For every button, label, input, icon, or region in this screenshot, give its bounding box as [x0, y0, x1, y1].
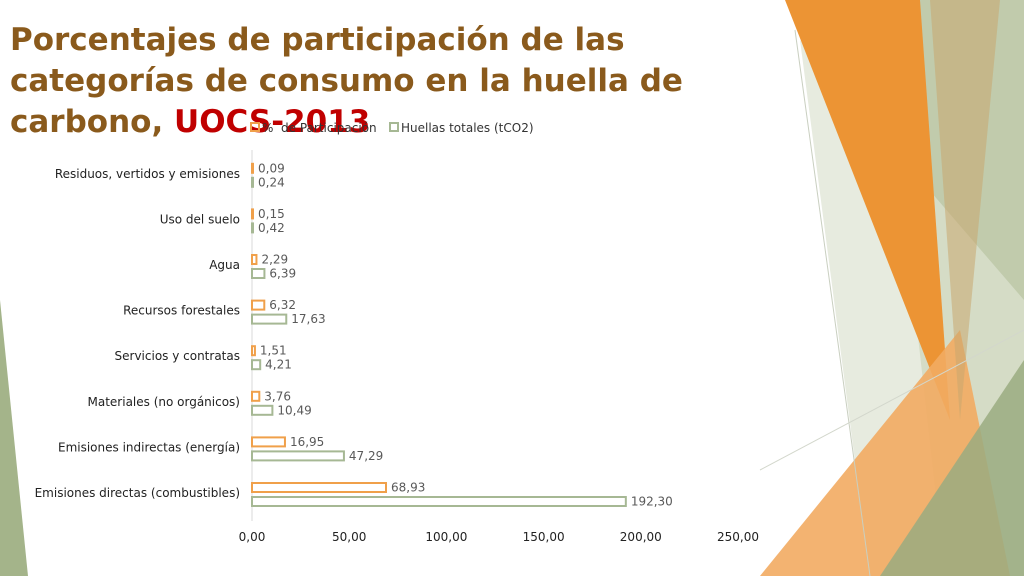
- data-label-huellas: 192,30: [631, 495, 673, 509]
- bar-huellas: [251, 222, 254, 234]
- bar-participacion: [251, 208, 254, 220]
- legend-swatch-1: [250, 122, 260, 132]
- data-label-participacion: 0,09: [258, 161, 285, 175]
- bar-participacion: [251, 482, 387, 493]
- data-label-participacion: 0,15: [258, 207, 285, 221]
- data-label-huellas: 6,39: [269, 267, 296, 281]
- bar-participacion: [251, 436, 286, 448]
- x-tick-label: 0,00: [239, 530, 266, 544]
- category-label: Agua: [209, 258, 240, 272]
- title-highlight: UOCS-2013: [174, 104, 371, 140]
- bar-participacion: [251, 345, 256, 357]
- legend-label-2: Huellas totales (tCO2): [401, 121, 534, 135]
- category-label: Servicios y contratas: [115, 349, 240, 363]
- data-label-huellas: 47,29: [349, 449, 383, 463]
- category-label: Emisiones indirectas (energía): [58, 440, 240, 454]
- deco-thin-line-2: [759, 329, 1024, 471]
- bar-participacion: [251, 162, 254, 174]
- bar-participacion: [251, 390, 261, 402]
- bar-huellas: [251, 268, 266, 279]
- data-label-huellas: 4,21: [265, 358, 292, 372]
- page-title: Porcentajes de participación de las cate…: [10, 20, 810, 143]
- category-label: Emisiones directas (combustibles): [35, 486, 240, 500]
- data-label-participacion: 16,95: [290, 435, 324, 449]
- bar-participacion: [251, 254, 258, 265]
- bar-huellas: [251, 496, 627, 507]
- deco-thin-line-1: [794, 29, 871, 576]
- category-label: Recursos forestales: [123, 304, 240, 318]
- legend-label-1: % de Participación: [262, 121, 377, 135]
- deco-green-left-strip: [0, 300, 28, 576]
- bar-huellas: [251, 359, 262, 371]
- bar-participacion: [251, 299, 266, 311]
- bar-huellas: [251, 313, 288, 325]
- x-tick-label: 100,00: [425, 530, 467, 544]
- bar-huellas: [251, 404, 274, 416]
- bar-huellas: [251, 176, 254, 188]
- x-tick-label: 200,00: [620, 530, 662, 544]
- legend-swatch-2: [389, 122, 399, 132]
- data-label-huellas: 0,42: [258, 221, 285, 235]
- x-tick-label: 50,00: [332, 530, 366, 544]
- data-label-participacion: 2,29: [261, 253, 288, 267]
- data-label-huellas: 10,49: [277, 403, 311, 417]
- x-tick-label: 250,00: [717, 530, 759, 544]
- data-label-participacion: 6,32: [269, 298, 296, 312]
- deco-orange-upper: [785, 0, 950, 420]
- deco-tan-overlay: [930, 0, 1000, 420]
- category-label: Materiales (no orgánicos): [88, 395, 241, 409]
- data-label-huellas: 0,24: [258, 175, 285, 189]
- category-label: Uso del suelo: [160, 212, 240, 226]
- data-label-participacion: 1,51: [260, 344, 287, 358]
- x-tick-label: 150,00: [523, 530, 565, 544]
- data-label-participacion: 3,76: [264, 389, 291, 403]
- title-text: Porcentajes de participación de las cate…: [10, 22, 683, 140]
- deco-green-lower: [880, 360, 1024, 576]
- bar-huellas: [251, 450, 345, 462]
- data-label-huellas: 17,63: [291, 312, 325, 326]
- data-label-participacion: 68,93: [391, 481, 425, 495]
- category-label: Residuos, vertidos y emisiones: [55, 167, 240, 181]
